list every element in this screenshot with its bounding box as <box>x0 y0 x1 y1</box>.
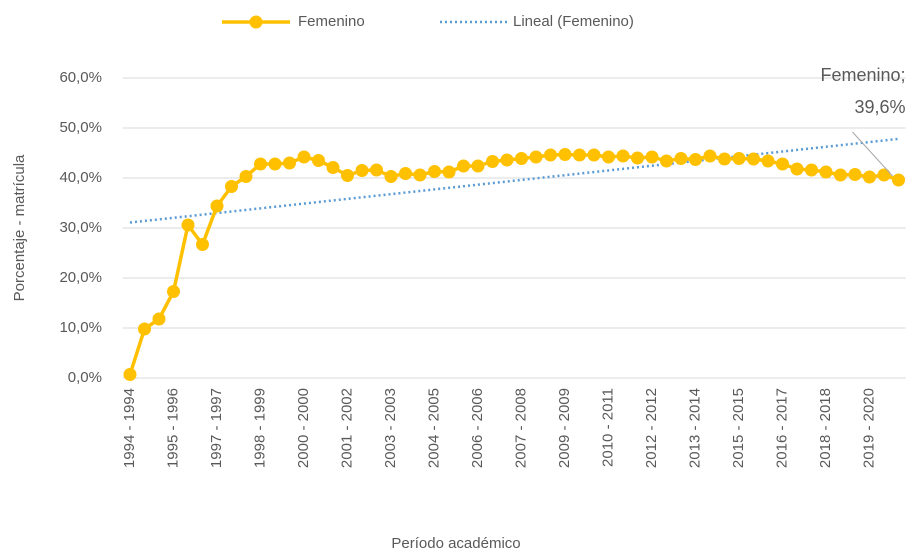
data-point <box>355 164 369 177</box>
data-point <box>370 163 383 177</box>
data-point <box>297 150 311 164</box>
data-point <box>225 180 238 193</box>
y-tick-label: 0,0% <box>68 369 102 386</box>
x-tick-label: 2003 - 2003 <box>382 388 399 468</box>
data-point <box>616 149 630 163</box>
data-point <box>341 169 354 182</box>
data-point <box>573 148 586 162</box>
data-point <box>181 218 195 232</box>
data-point <box>602 150 615 164</box>
x-tick-label: 2004 - 2005 <box>425 388 442 468</box>
x-tick-label: 2009 - 2009 <box>556 388 573 468</box>
data-point <box>848 168 862 181</box>
x-tick-label: 1995 - 1996 <box>164 388 181 468</box>
data-point <box>747 152 760 166</box>
data-point <box>500 153 514 167</box>
data-point <box>703 149 717 163</box>
x-tick-label: 2006 - 2006 <box>469 388 486 468</box>
x-tick-label: 2012 - 2012 <box>643 388 660 468</box>
data-point <box>689 153 702 166</box>
x-tick-label: 2019 - 2020 <box>860 388 877 468</box>
data-point <box>674 152 688 165</box>
data-point <box>254 157 267 171</box>
data-label: Femenino; 39,6% <box>820 65 905 117</box>
y-axis-title: Porcentaje - matrícula <box>11 154 28 301</box>
x-tick-label: 2013 - 2014 <box>686 388 703 468</box>
data-point <box>805 163 818 177</box>
data-point <box>776 157 789 171</box>
data-point <box>152 312 166 326</box>
data-point <box>326 161 340 174</box>
data-point <box>732 152 746 165</box>
data-point <box>196 238 209 251</box>
data-point <box>558 148 572 161</box>
legend-label: Femenino <box>298 13 365 30</box>
data-label-line: 39,6% <box>854 97 905 117</box>
y-tick-label: 20,0% <box>59 269 102 286</box>
data-point <box>631 151 644 165</box>
data-point <box>399 167 412 180</box>
x-tick-label: 2015 - 2015 <box>730 388 747 468</box>
data-point <box>515 152 528 165</box>
data-point <box>167 285 180 298</box>
data-point <box>587 148 601 162</box>
series-line <box>128 152 900 376</box>
y-tick-label: 30,0% <box>59 219 102 236</box>
x-axis-title: Período académico <box>391 535 520 552</box>
data-point <box>863 170 876 184</box>
data-point <box>660 154 673 168</box>
x-tick-label: 2010 - 2011 <box>599 388 616 467</box>
data-point <box>761 154 775 168</box>
data-point <box>428 165 441 178</box>
y-tick-label: 10,0% <box>59 319 102 336</box>
y-tick-label: 50,0% <box>59 119 102 136</box>
data-point <box>312 154 325 167</box>
x-tick-label: 2016 - 2017 <box>773 388 790 468</box>
trendline <box>129 137 899 224</box>
legend-label: Lineal (Femenino) <box>513 13 634 30</box>
data-point <box>283 156 296 170</box>
data-point <box>457 159 470 173</box>
data-point <box>718 152 731 166</box>
x-tick-label: 2001 - 2002 <box>338 388 355 468</box>
data-point <box>529 150 543 164</box>
data-point <box>471 159 485 173</box>
data-point <box>892 173 905 187</box>
data-point <box>442 165 456 179</box>
data-point <box>486 155 499 168</box>
x-tick-label: 1998 - 1999 <box>251 388 268 468</box>
label-leader <box>852 131 893 177</box>
x-tick-label: 1994 - 1994 <box>121 388 138 468</box>
data-point <box>413 168 427 182</box>
data-point <box>239 170 253 183</box>
x-tick-label: 2000 - 2000 <box>295 388 312 468</box>
data-point <box>384 170 398 183</box>
x-tick-label: 2018 - 2018 <box>817 388 834 468</box>
data-point <box>877 168 891 182</box>
data-point <box>210 199 224 213</box>
x-tick-label: 1997 - 1997 <box>208 388 225 468</box>
data-point <box>268 157 282 171</box>
x-tick-label: 2007 - 2008 <box>512 388 529 468</box>
data-point <box>645 150 659 164</box>
data-point <box>123 368 137 381</box>
y-tick-label: 40,0% <box>59 169 102 186</box>
data-point <box>544 148 557 162</box>
data-point <box>790 162 804 176</box>
data-point <box>138 322 151 336</box>
y-tick-label: 60,0% <box>59 69 102 86</box>
legend-marker <box>249 15 263 29</box>
data-label-line: Femenino; <box>820 65 905 85</box>
data-point <box>834 168 847 182</box>
data-point <box>819 165 833 179</box>
